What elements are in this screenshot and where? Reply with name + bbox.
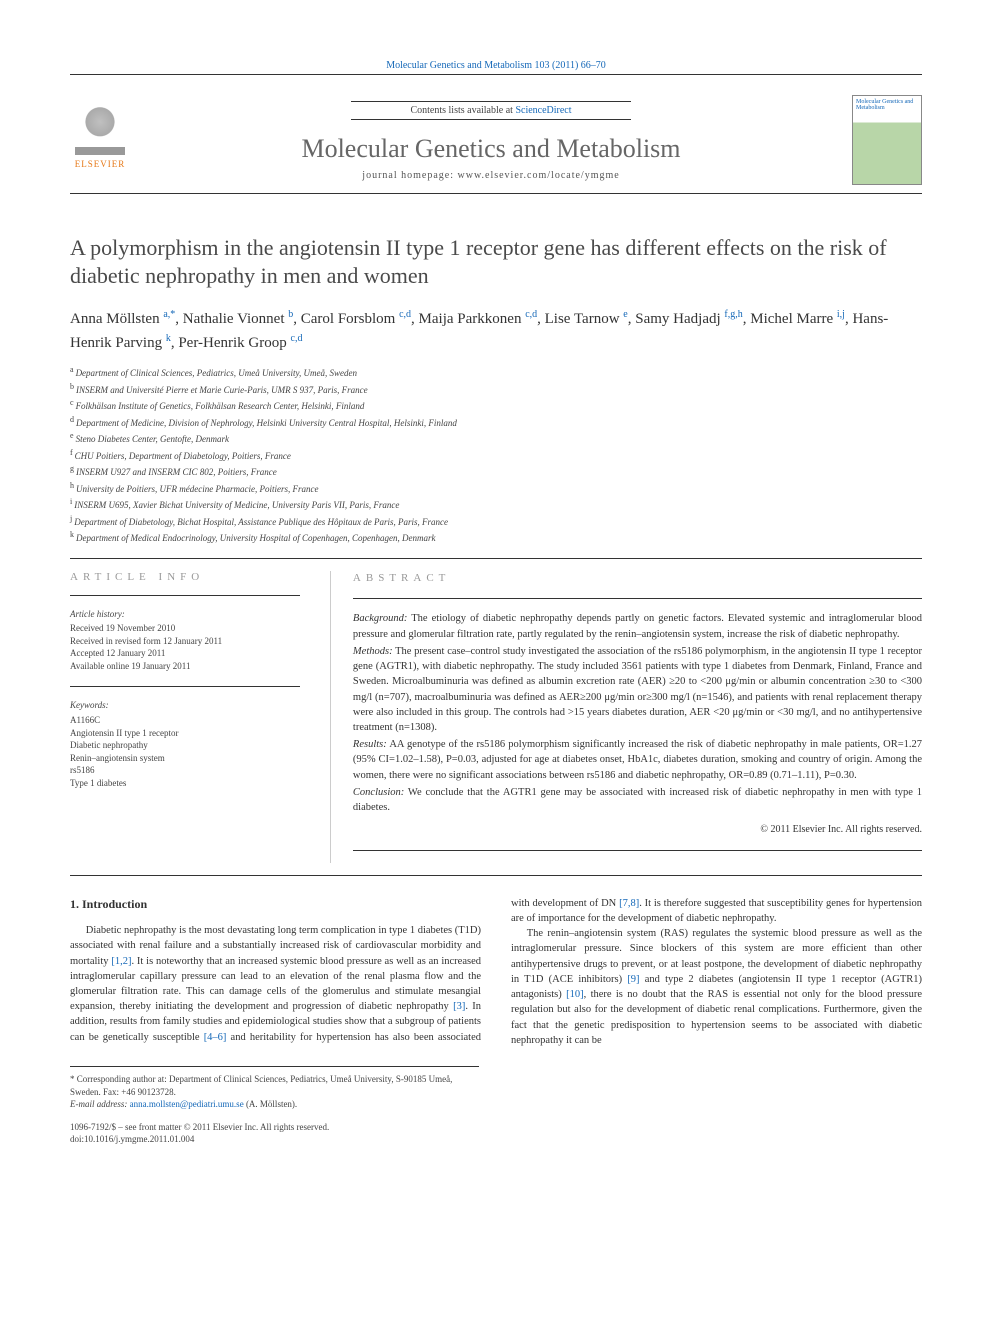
- article-history: Article history: Received 19 November 20…: [70, 608, 300, 673]
- author-affiliation-key: f,g,h: [724, 309, 742, 320]
- author: Samy Hadjadj f,g,h: [635, 311, 743, 327]
- history-line: Accepted 12 January 2011: [70, 647, 300, 660]
- elsevier-tree-icon: [75, 105, 125, 155]
- article-info: article info Article history: Received 1…: [70, 571, 300, 863]
- masthead-center: Contents lists available at ScienceDirec…: [150, 100, 832, 181]
- keywords-label: Keywords:: [70, 699, 300, 712]
- affiliation: f CHU Poitiers, Department of Diabetolog…: [70, 447, 922, 464]
- affiliation-list: a Department of Clinical Sciences, Pedia…: [70, 364, 922, 546]
- abs-methods: The present case–control study investiga…: [353, 646, 922, 733]
- keywords-block: Keywords: A1166CAngiotensin II type 1 re…: [70, 699, 300, 789]
- sciencedirect-link[interactable]: ScienceDirect: [515, 105, 571, 116]
- corresponding-email-link[interactable]: anna.mollsten@pediatri.umu.se: [130, 1099, 244, 1109]
- body-text: 1. Introduction Diabetic nephropathy is …: [70, 896, 922, 1048]
- abs-background: The etiology of diabetic nephropathy dep…: [353, 613, 922, 639]
- author-affiliation-key: c,d: [291, 333, 303, 344]
- author: Nathalie Vionnet b: [183, 311, 293, 327]
- citation-link[interactable]: [3]: [453, 1001, 465, 1012]
- author-affiliation-key: c,d: [399, 309, 411, 320]
- email-tail: (A. Möllsten).: [244, 1099, 298, 1109]
- abstract: abstract Background: The etiology of dia…: [330, 571, 922, 863]
- affiliation: i INSERM U695, Xavier Bichat University …: [70, 496, 922, 513]
- abs-conclusion-label: Conclusion:: [353, 787, 404, 798]
- elsevier-wordmark: ELSEVIER: [75, 159, 126, 169]
- author: Lise Tarnow e: [545, 311, 628, 327]
- affiliation: a Department of Clinical Sciences, Pedia…: [70, 364, 922, 381]
- author-affiliation-key: k: [166, 333, 171, 344]
- author-affiliation-key: a,*: [163, 309, 175, 320]
- running-head-text[interactable]: Molecular Genetics and Metabolism 103 (2…: [386, 60, 606, 71]
- abs-methods-label: Methods:: [353, 646, 393, 657]
- author-affiliation-key: i,j: [837, 309, 845, 320]
- abs-conclusion: We conclude that the AGTR1 gene may be a…: [353, 787, 922, 813]
- author-list: Anna Möllsten a,*, Nathalie Vionnet b, C…: [70, 307, 922, 354]
- keyword: Diabetic nephropathy: [70, 739, 300, 752]
- journal-name: Molecular Genetics and Metabolism: [150, 134, 832, 164]
- abs-background-label: Background:: [353, 613, 407, 624]
- keyword: A1166C: [70, 714, 300, 727]
- affiliation: h University de Poitiers, UFR médecine P…: [70, 480, 922, 497]
- affiliation: g INSERM U927 and INSERM CIC 802, Poitie…: [70, 463, 922, 480]
- author: Per-Henrik Groop c,d: [178, 335, 302, 351]
- elsevier-logo: ELSEVIER: [70, 105, 130, 175]
- citation-link[interactable]: [4–6]: [204, 1032, 227, 1043]
- article-info-heading: article info: [70, 571, 300, 583]
- history-line: Received 19 November 2010: [70, 622, 300, 635]
- rule: [70, 875, 922, 876]
- masthead: ELSEVIER Contents lists available at Sci…: [70, 95, 922, 194]
- keyword: Angiotensin II type 1 receptor: [70, 727, 300, 740]
- journal-cover-thumb: Molecular Genetics and Metabolism: [852, 95, 922, 185]
- affiliation: b INSERM and Université Pierre et Marie …: [70, 381, 922, 398]
- contents-line: Contents lists available at ScienceDirec…: [351, 101, 631, 120]
- author: Michel Marre i,j: [750, 311, 845, 327]
- author: Carol Forsblom c,d: [301, 311, 411, 327]
- affiliation: k Department of Medical Endocrinology, U…: [70, 529, 922, 546]
- abs-results-label: Results:: [353, 739, 387, 750]
- doi-line: doi:10.1016/j.ymgme.2011.01.004: [70, 1133, 479, 1146]
- affiliation: e Steno Diabetes Center, Gentofte, Denma…: [70, 430, 922, 447]
- article-title: A polymorphism in the angiotensin II typ…: [70, 234, 922, 289]
- abs-results: AA genotype of the rs5186 polymorphism s…: [353, 739, 922, 780]
- rule: [70, 558, 922, 559]
- author-affiliation-key: e: [623, 309, 627, 320]
- journal-homepage: journal homepage: www.elsevier.com/locat…: [150, 170, 832, 181]
- running-head: Molecular Genetics and Metabolism 103 (2…: [70, 60, 922, 75]
- keyword: Renin–angiotensin system: [70, 752, 300, 765]
- affiliation: j Department of Diabetology, Bichat Hosp…: [70, 513, 922, 530]
- section-heading-intro: 1. Introduction: [70, 896, 481, 913]
- rule: [70, 595, 300, 596]
- abstract-copyright: © 2011 Elsevier Inc. All rights reserved…: [353, 823, 922, 838]
- abstract-heading: abstract: [353, 571, 922, 587]
- author: Anna Möllsten a,*: [70, 311, 175, 327]
- affiliation: c Folkhälsan Institute of Genetics, Folk…: [70, 397, 922, 414]
- citation-link[interactable]: [7,8]: [619, 898, 639, 909]
- contents-prefix: Contents lists available at: [410, 105, 515, 116]
- email-label: E-mail address:: [70, 1099, 130, 1109]
- corresponding-author: * Corresponding author at: Department of…: [70, 1073, 479, 1098]
- rule: [70, 686, 300, 687]
- author: Maija Parkkonen c,d: [419, 311, 538, 327]
- rule: [353, 850, 922, 851]
- citation-link[interactable]: [1,2]: [111, 956, 131, 967]
- author-affiliation-key: b: [288, 309, 293, 320]
- footnotes: * Corresponding author at: Department of…: [70, 1066, 479, 1146]
- history-line: Received in revised form 12 January 2011: [70, 635, 300, 648]
- cover-thumb-title: Molecular Genetics and Metabolism: [853, 96, 921, 114]
- intro-paragraph-2: The renin–angiotensin system (RAS) regul…: [511, 926, 922, 1048]
- affiliation: d Department of Medicine, Division of Ne…: [70, 414, 922, 431]
- keyword: Type 1 diabetes: [70, 777, 300, 790]
- front-matter-line: 1096-7192/$ – see front matter © 2011 El…: [70, 1121, 479, 1134]
- keyword: rs5186: [70, 764, 300, 777]
- author-affiliation-key: c,d: [525, 309, 537, 320]
- email-line: E-mail address: anna.mollsten@pediatri.u…: [70, 1098, 479, 1111]
- history-line: Available online 19 January 2011: [70, 660, 300, 673]
- citation-link[interactable]: [10]: [566, 989, 584, 1000]
- history-label: Article history:: [70, 608, 300, 621]
- citation-link[interactable]: [9]: [627, 974, 639, 985]
- rule: [353, 598, 922, 599]
